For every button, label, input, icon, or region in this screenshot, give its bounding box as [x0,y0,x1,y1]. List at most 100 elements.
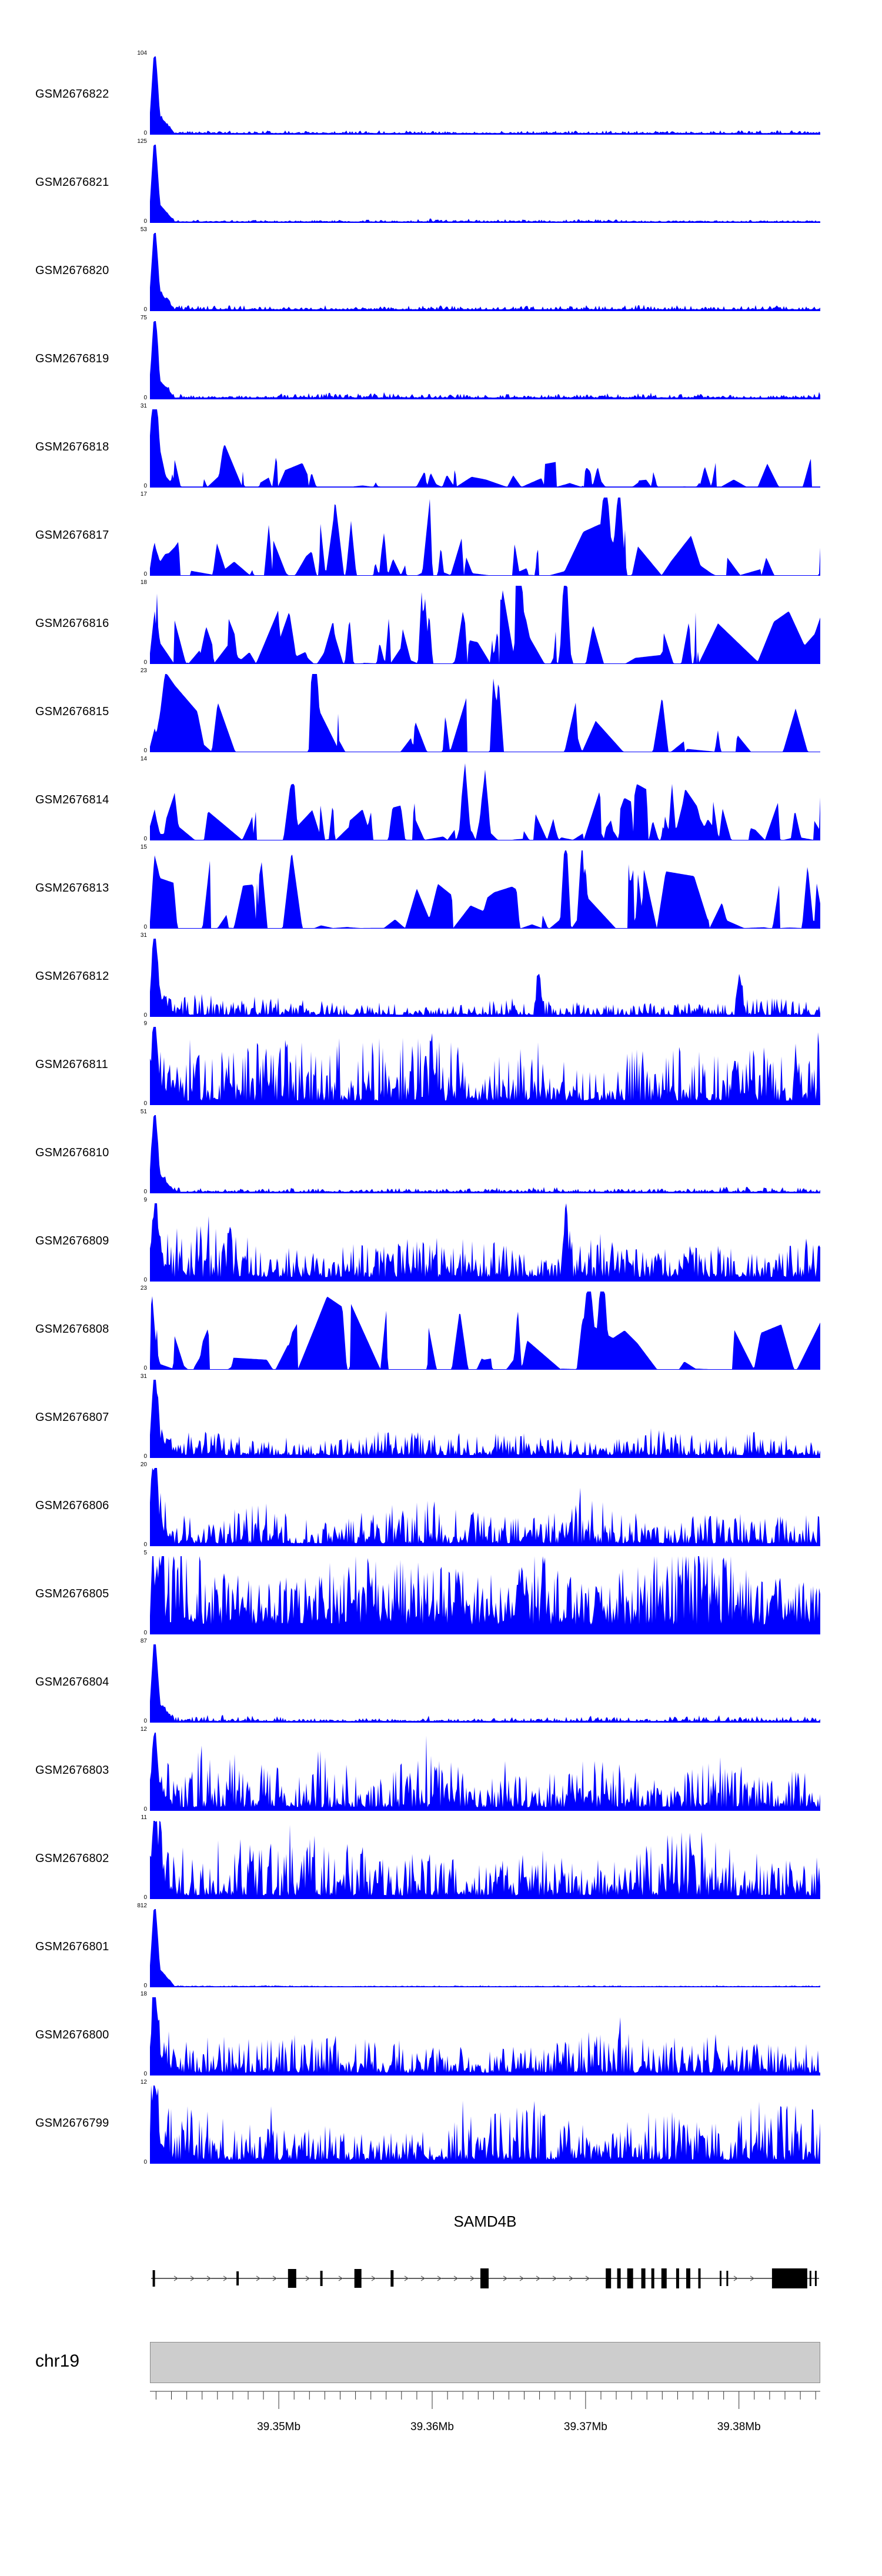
coverage-track-row: GSM2676814 14 0 [0,756,882,844]
track-ymin-label: 0 [143,659,147,666]
track-plot: 31 0 [141,933,820,1019]
sample-label: GSM2676806 [35,1499,109,1512]
track-ymax-label: 31 [140,403,147,409]
track-ymin-label: 0 [143,1189,147,1195]
track-plot: 31 0 [141,1374,820,1460]
track-ymax-label: 31 [140,1373,147,1380]
coverage-area-chart [150,2086,820,2164]
track-ymin-label: 0 [143,924,147,930]
ruler-tick-label: 39.38Mb [717,2421,761,2433]
coverage-area-chart [150,56,820,135]
track-plot: 125 0 [137,139,820,225]
track-ymax-label: 104 [137,50,147,56]
track-ymin-label: 0 [143,218,147,225]
track-plot: 5 0 [143,1550,820,1636]
track-plot: 9 0 [143,1021,820,1107]
track-ymin-label: 0 [143,2071,147,2077]
coverage-track-row: GSM2676813 15 0 [0,844,882,932]
coverage-area-chart [150,1997,820,2076]
coverage-track-row: GSM2676811 9 0 [0,1020,882,1109]
coverage-area-chart [150,1203,820,1282]
track-plot: 18 0 [141,1991,820,2077]
coverage-track-row: GSM2676802 11 0 [0,1814,882,1903]
track-ymin-label: 0 [143,1630,147,1636]
coverage-track-row: GSM2676821 125 0 [0,138,882,226]
track-plot: 104 0 [137,51,820,136]
track-ymax-label: 15 [140,844,147,850]
coverage-area-chart [150,321,820,399]
track-ymax-label: 20 [140,1461,147,1468]
sample-label: GSM2676818 [35,440,109,453]
track-plot: 12 0 [141,1727,820,1813]
track-ymin-label: 0 [143,306,147,313]
coverage-track-row: GSM2676819 75 0 [0,315,882,403]
coverage-track-row: GSM2676822 104 0 [0,50,882,138]
ruler-tick-label: 39.35Mb [257,2421,300,2433]
track-ymin-label: 0 [143,483,147,489]
sample-label: GSM2676817 [35,528,109,542]
track-ymin-label: 0 [143,1453,147,1460]
sample-label: GSM2676812 [35,969,109,983]
sample-label: GSM2676810 [35,1146,109,1159]
coverage-track-row: GSM2676817 17 0 [0,491,882,579]
track-ymax-label: 9 [143,1197,147,1203]
coverage-area-chart [150,1468,820,1546]
track-ymax-label: 5 [143,1550,147,1556]
coverage-area-chart [150,1909,820,1987]
coverage-area-chart [150,233,820,311]
sample-label: GSM2676804 [35,1675,109,1689]
sample-label: GSM2676807 [35,1410,109,1424]
coverage-area-chart [150,939,820,1017]
coverage-area-chart [150,586,820,664]
track-plot: 9 0 [143,1197,820,1283]
coverage-area-chart [150,763,820,840]
track-plot: 75 0 [141,315,820,401]
track-ymin-label: 0 [143,1012,147,1019]
sample-label: GSM2676813 [35,881,109,895]
track-plot: 14 0 [141,756,820,842]
coverage-track-row: GSM2676806 20 0 [0,1461,882,1550]
sample-label: GSM2676800 [35,2028,109,2041]
track-ymax-label: 75 [140,315,147,321]
track-plot: 11 0 [141,1815,820,1901]
track-plot: 812 0 [137,1903,820,1989]
coverage-area-chart [150,409,820,488]
track-ymin-label: 0 [143,571,147,578]
coverage-track-row: GSM2676803 12 0 [0,1726,882,1814]
coverage-area-chart [150,1292,820,1370]
coverage-track-row: GSM2676816 18 0 [0,579,882,668]
track-plot: 12 0 [141,2080,820,2165]
track-plot: 53 0 [141,227,820,313]
track-ymin-label: 0 [143,395,147,401]
sample-label: GSM2676816 [35,616,109,630]
track-plot: 87 0 [141,1639,820,1724]
coverage-area-chart [150,674,820,752]
coverage-track-row: GSM2676809 9 0 [0,1197,882,1285]
track-ymax-label: 812 [137,1903,147,1909]
coverage-track-row: GSM2676808 23 0 [0,1285,882,1373]
track-ymax-label: 18 [140,1991,147,1997]
track-ymax-label: 31 [140,932,147,939]
track-ymax-label: 11 [141,1814,147,1821]
track-ymin-label: 0 [143,1894,147,1901]
sample-label: GSM2676809 [35,1234,109,1247]
coverage-track-row: GSM2676800 18 0 [0,1991,882,2079]
sample-label: GSM2676811 [35,1057,108,1071]
track-ymax-label: 87 [140,1638,147,1644]
track-ymax-label: 12 [140,2079,147,2086]
track-plot: 23 0 [141,1286,820,1372]
track-ymax-label: 9 [143,1020,147,1027]
ruler-tick-label: 39.36Mb [410,2421,454,2433]
coverage-area-chart [150,1115,820,1193]
sample-label: GSM2676799 [35,2116,109,2130]
coverage-area-chart [150,498,820,576]
coverage-track-row: GSM2676799 12 0 [0,2079,882,2167]
chromosome-ideogram [150,2342,820,2383]
coverage-track-row: GSM2676815 23 0 [0,668,882,756]
sample-label: GSM2676801 [35,1940,109,1953]
track-ymax-label: 125 [137,138,147,145]
coverage-area-chart [150,1733,820,1811]
coverage-track-row: GSM2676807 31 0 [0,1373,882,1461]
track-ymax-label: 53 [140,226,147,233]
